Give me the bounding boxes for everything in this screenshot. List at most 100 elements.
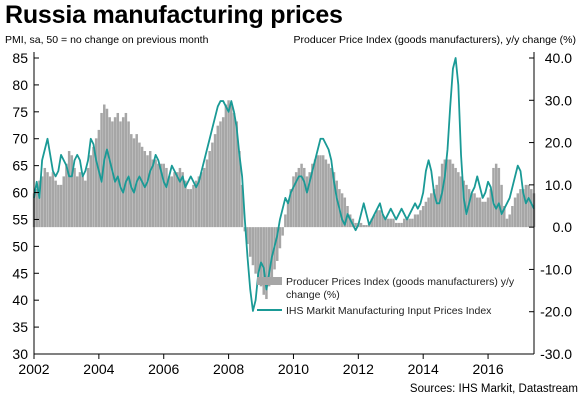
- left-axis-tick-label: 45: [12, 265, 28, 281]
- legend-line-label: IHS Markit Manufacturing Input Prices In…: [286, 305, 492, 317]
- ppi-bar: [270, 227, 274, 278]
- ppi-bar: [254, 227, 257, 274]
- right-axis-tick-label: 40.0: [545, 50, 572, 66]
- x-axis-tick-label: 2002: [18, 361, 49, 377]
- ppi-bar: [73, 167, 76, 228]
- ppi-bar: [76, 176, 79, 228]
- ppi-bar: [470, 193, 474, 228]
- ppi-bar: [211, 142, 214, 228]
- ppi-bar: [232, 112, 236, 228]
- ppi-bar: [84, 180, 87, 228]
- pmi-line-layer: [33, 57, 535, 312]
- axes: 85 80 75 70 65 60 55 50 45 40 35 30 40.0 30.0 20.0 10.0…: [12, 50, 572, 377]
- ppi-bar: [394, 222, 398, 228]
- ppi-bar: [119, 121, 122, 228]
- legend-bar-swatch: [257, 277, 282, 285]
- ppi-bar: [476, 197, 479, 228]
- ppi-bar: [462, 180, 465, 228]
- ppi-bar: [486, 197, 490, 228]
- ppi-bar: [97, 129, 101, 228]
- ppi-bar: [365, 225, 368, 228]
- ppi-bar: [151, 159, 155, 228]
- ppi-bar: [519, 189, 522, 228]
- ppi-bar: [81, 176, 84, 228]
- ppi-bar: [359, 222, 363, 228]
- ppi-bar: [116, 112, 120, 228]
- ppi-bar: [332, 172, 336, 228]
- ppi-bar: [408, 218, 411, 228]
- ppi-bar: [194, 180, 198, 228]
- ppi-bar: [305, 176, 309, 228]
- ppi-bar: [340, 193, 344, 228]
- ppi-bar: [148, 151, 152, 228]
- left-axis-tick-label: 70: [12, 131, 28, 147]
- ppi-bar: [319, 155, 322, 228]
- ppi-bar: [167, 176, 171, 228]
- ppi-bar: [130, 134, 133, 228]
- ppi-bar: [354, 222, 357, 228]
- ppi-bar: [521, 189, 525, 228]
- ppi-bar: [238, 151, 241, 228]
- ppi-bar: [303, 167, 306, 228]
- x-axis-tick-label: 2006: [148, 361, 179, 377]
- ppi-bar: [143, 151, 147, 228]
- ppi-bar: [286, 201, 290, 228]
- ppi-bar: [203, 167, 206, 228]
- ppi-bar: [259, 227, 263, 287]
- ppi-bar: [62, 176, 65, 228]
- right-axis-tick-label: 30.0: [545, 92, 572, 108]
- right-axis-tick-label: 20.0: [545, 135, 572, 151]
- ppi-bar: [35, 189, 38, 228]
- ppi-bar: [500, 184, 503, 228]
- ppi-bar: [43, 167, 47, 228]
- x-axis-tick-label: 2014: [408, 361, 439, 377]
- left-axis-tick-label: 35: [12, 319, 28, 335]
- ppi-bar: [267, 227, 271, 287]
- ppi-bar: [227, 100, 230, 228]
- ppi-bar: [524, 184, 528, 228]
- ppi-bar: [59, 184, 63, 228]
- ppi-bar: [281, 227, 284, 236]
- ppi-bar: [159, 163, 163, 228]
- x-axis-tick-label: 2016: [472, 361, 503, 377]
- ppi-bar: [230, 104, 233, 228]
- ppi-bar: [392, 218, 395, 228]
- ppi-bar: [446, 159, 449, 228]
- ppi-bar: [265, 227, 268, 300]
- ppi-bar: [138, 142, 141, 228]
- right-axis-tick-label: 0.0: [553, 219, 573, 235]
- ppi-bar: [300, 163, 303, 228]
- ppi-bar: [397, 222, 401, 228]
- ppi-bar: [297, 167, 301, 228]
- legend: Producer Prices Index (goods manufacture…: [257, 276, 515, 317]
- ppi-bar: [416, 214, 420, 228]
- x-axis-tick-label: 2004: [83, 361, 114, 377]
- ppi-bar: [40, 176, 44, 228]
- ppi-bar: [330, 167, 333, 228]
- ppi-bar: [465, 184, 468, 228]
- ppi-bar: [100, 112, 103, 228]
- ppi-bar: [86, 167, 90, 228]
- ppi-bar: [192, 184, 195, 228]
- left-axis-tick-label: 30: [12, 346, 28, 362]
- ppi-bar: [246, 227, 249, 245]
- ppi-bar: [405, 218, 409, 228]
- ppi-bar: [154, 159, 157, 228]
- ppi-bar: [503, 206, 506, 228]
- ppi-bar: [343, 197, 347, 228]
- ppi-bar: [216, 125, 220, 228]
- ppi-bar: [170, 176, 174, 228]
- ppi-bars: [32, 100, 536, 300]
- source-note: Sources: IHS Markit, Datastream: [409, 383, 578, 395]
- left-axis-tick-label: 80: [12, 77, 28, 93]
- ppi-bar: [113, 117, 117, 228]
- ppi-bar: [224, 104, 228, 228]
- ppi-bar: [289, 189, 292, 228]
- ppi-bar: [70, 155, 74, 228]
- ppi-bar: [251, 227, 255, 266]
- ppi-bar: [316, 155, 320, 228]
- ppi-bar: [94, 138, 98, 228]
- ppi-bar: [457, 172, 460, 228]
- right-axis-tick-label: -10.0: [540, 261, 572, 277]
- ppi-bar: [513, 197, 517, 228]
